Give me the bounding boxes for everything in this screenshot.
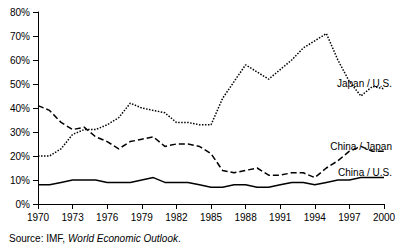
svg-text:10%: 10% [10,175,30,186]
svg-text:1982: 1982 [165,212,188,223]
svg-text:.: . [178,233,181,244]
svg-text:China / U.S.: China / U.S. [338,167,392,178]
svg-text:1991: 1991 [269,212,292,223]
svg-text:Source: IMF,: Source: IMF, [9,233,68,244]
svg-text:30%: 30% [10,127,30,138]
svg-text:20%: 20% [10,151,30,162]
svg-text:0%: 0% [16,199,31,210]
svg-text:1994: 1994 [304,212,327,223]
svg-text:China / Japan: China / Japan [330,141,392,152]
svg-text:1979: 1979 [131,212,154,223]
svg-text:Japan / U.S.: Japan / U.S. [337,78,392,89]
svg-text:1985: 1985 [200,212,223,223]
svg-text:1997: 1997 [338,212,361,223]
svg-text:70%: 70% [10,31,30,42]
svg-text:1973: 1973 [61,212,84,223]
svg-text:50%: 50% [10,79,30,90]
svg-text:1976: 1976 [96,212,119,223]
svg-text:40%: 40% [10,103,30,114]
svg-text:80%: 80% [10,7,30,18]
svg-text:1970: 1970 [27,212,50,223]
svg-text:60%: 60% [10,55,30,66]
svg-text:World Economic Outlook: World Economic Outlook [68,233,179,244]
svg-text:1988: 1988 [234,212,257,223]
svg-text:2000: 2000 [373,212,396,223]
